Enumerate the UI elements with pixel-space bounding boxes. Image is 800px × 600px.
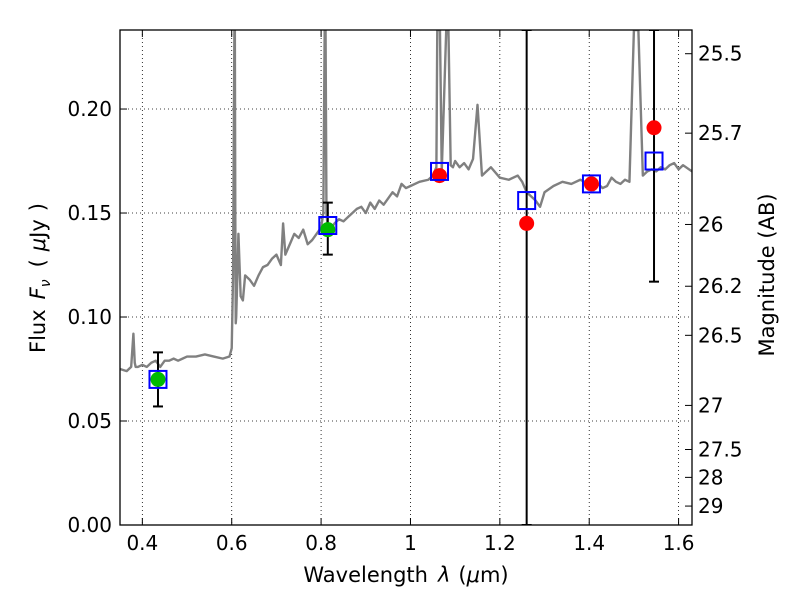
y2-tick-label: 27.5 [698,438,743,462]
points-layer [148,120,664,389]
y2-tick-label: 25.5 [698,42,743,66]
y-tick-label: 0.15 [67,201,112,225]
y-axis-label-subscript: ν [38,279,54,287]
y-axis-label-unit-open: ( [26,259,50,267]
x-axis-label-prefix: Wavelength [303,563,428,587]
x-axis-label-unit-rest: m) [480,563,509,587]
y-axis-label-unit-close: ) [26,203,50,211]
y2-tick-label: 26.2 [698,274,743,298]
y-axis-label-symbol: F [26,286,50,299]
x-tick-label: 1.4 [573,531,605,555]
x-axis-label-unit-mu: μ [466,563,480,587]
y-tick-label: 0.10 [67,305,112,329]
plot-area [120,30,692,525]
model-point [581,174,601,194]
y-tick-label: 0.05 [67,409,112,433]
x-axis-label-symbol: λ [437,563,450,587]
x-axis-label-unit-open: ( [458,563,466,587]
x-tick-label: 1.2 [484,531,516,555]
y-tick-label: 0.00 [67,513,112,537]
model-point [148,369,168,389]
y-axis-label-unit-mu: μ [26,238,50,252]
y2-tick-label: 27 [698,393,723,417]
observed-point [646,120,662,136]
x-tick-label: 0.8 [305,531,337,555]
y-tick-label: 0.20 [67,97,112,121]
y-axis-label-prefix: Flux [26,309,50,353]
x-tick-label: 1 [404,531,417,555]
x-tick-label: 1.6 [663,531,695,555]
model-point [517,191,537,211]
grid [120,30,692,525]
ticks [120,30,692,526]
observed-point [519,215,535,231]
y2-tick-label: 25.7 [698,121,743,145]
x-tick-label: 0.4 [126,531,158,555]
y-axis-label-unit-rest: Jy [26,219,50,240]
y2-tick-label: 26 [698,212,723,236]
model-point [430,161,450,181]
model-point [318,216,338,236]
tick-labels: 0.4 0.6 0.8 1 1.2 1.4 1.6 0.00 0.05 0.10 0.15 0.20 2… [67,42,742,555]
y2-tick-label: 28 [698,465,723,489]
observed-point [583,176,599,192]
y-axis-label: Flux Fν ( μJy) [26,203,54,353]
y2-tick-label: 26.5 [698,323,743,347]
plot-frame [119,29,693,526]
model-point [644,151,664,171]
y2-tick-label: 29 [698,494,723,518]
observed-point [150,371,166,387]
x-tick-label: 0.6 [216,531,248,555]
x-axis-label: Wavelength λ (μm) [303,563,508,587]
y2-axis-label: Magnitude (AB) [755,193,779,356]
